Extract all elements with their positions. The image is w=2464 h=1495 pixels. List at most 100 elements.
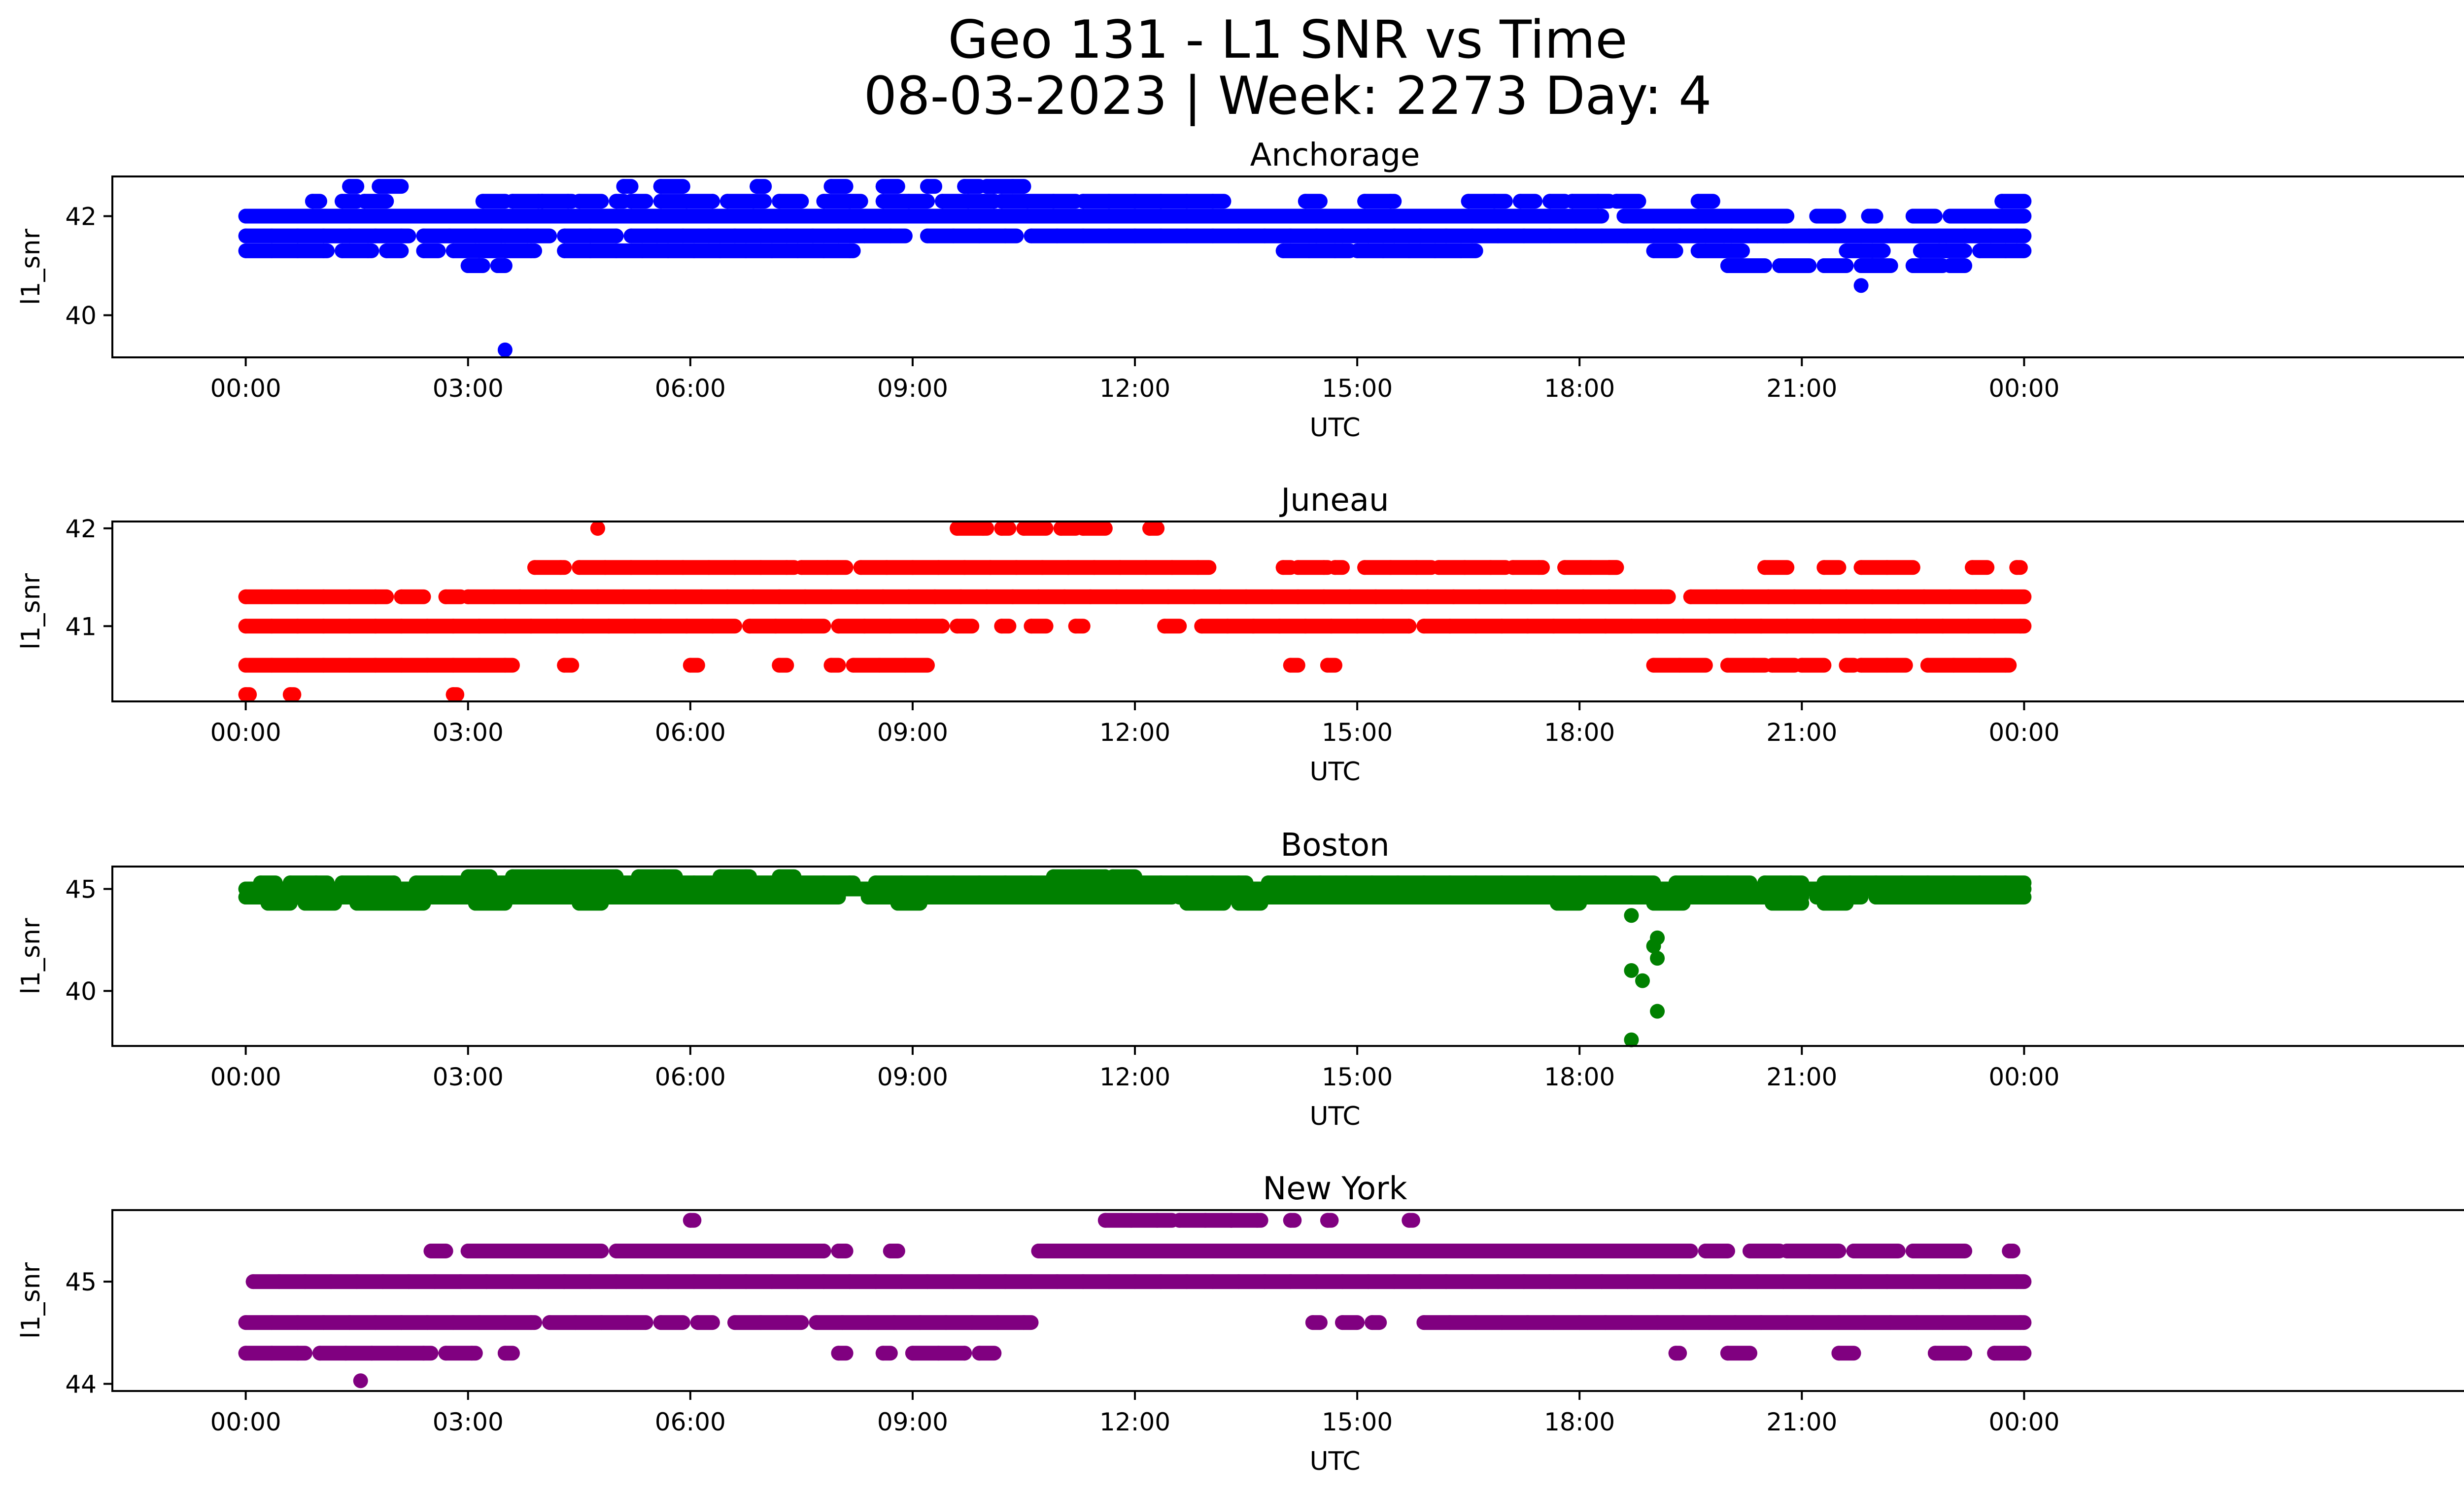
data-point [582,1274,598,1289]
data-point [1880,258,1895,273]
data-point [831,228,846,243]
data-point [816,1243,831,1258]
data-point [1224,1213,1239,1228]
data-point [2013,619,2028,634]
x-tick-label: 03:00 [433,374,504,403]
data-point [523,619,539,634]
data-point [1865,589,1880,604]
data-point [1646,243,1661,258]
subplot-title: Boston [1280,827,1389,864]
data-point [1698,1243,1713,1258]
data-point [875,589,890,604]
data-point [972,228,987,243]
data-point [883,1243,898,1258]
data-point [1283,1274,1298,1289]
data-point [1368,589,1383,604]
data-point [513,589,527,604]
data-point [901,194,917,209]
data-point [1020,194,1035,209]
x-tick-label: 00:00 [1988,374,2059,403]
data-point [1179,1274,1195,1289]
data-point [1994,589,2010,604]
series-points [238,869,2032,1047]
data-point [1468,1315,1483,1330]
data-point-outlier [1650,930,1665,945]
data-point [957,179,972,194]
data-point [1035,560,1050,575]
data-point [1146,209,1161,224]
data-point [1153,194,1168,209]
data-point [472,243,487,258]
data-point [1957,1274,1973,1289]
data-point [1050,1274,1065,1289]
data-point [946,228,961,243]
axes-frame [111,175,2464,358]
data-point [1853,228,1869,243]
data-point [1112,560,1128,575]
data-point [282,687,298,702]
data-point [1250,1213,1265,1228]
data-point [1753,1315,1769,1330]
data-point [957,1346,972,1361]
data-point [1431,209,1446,224]
y-tick-label: 45 [65,1268,97,1296]
x-tick-label: 09:00 [877,718,948,747]
data-point [1050,228,1065,243]
figure-title-line2: 08-03-2023 | Week: 2273 Day: 4 [863,66,1712,126]
data-point [779,1315,794,1330]
data-point [1357,560,1372,575]
data-point [616,589,631,604]
data-point [368,589,383,604]
data-point [1009,560,1024,575]
data-point [1983,228,1998,243]
data-point [238,1315,253,1330]
y-tick-label: 44 [65,1370,97,1398]
data-point [1965,560,1980,575]
data-point [1827,1274,1843,1289]
data-point [1575,589,1591,604]
data-point [1690,890,1706,905]
data-point [1257,1274,1272,1289]
data-point [875,179,890,194]
data-point [1575,1243,1591,1258]
data-point [1587,890,1602,905]
data-point [823,589,839,604]
data-point [1831,1346,1847,1361]
data-point [1494,1315,1509,1330]
data-point [772,589,787,604]
data-point [538,1243,553,1258]
data-point-run [742,619,831,634]
data-point [531,1274,546,1289]
data-point [990,890,1005,905]
data-point [1650,619,1665,634]
data-point [1357,194,1372,209]
data-point [238,228,253,243]
data-point [1594,228,1609,243]
data-point [238,619,253,634]
x-tick-label: 12:00 [1099,718,1170,747]
data-point [623,560,639,575]
data-point [1046,194,1061,209]
data-point [1472,589,1487,604]
data-point [705,209,720,224]
data-point [1024,619,1039,634]
data-point [1668,1346,1683,1361]
data-point [1643,209,1658,224]
data-point [1205,1274,1220,1289]
data-point [1042,890,1058,905]
data-point [712,243,727,258]
data-point [1972,890,1987,905]
data-point [1335,1315,1350,1330]
data-point [1624,619,1639,634]
data-point [1179,194,1195,209]
data-point [905,1346,920,1361]
data-point [1927,1346,1943,1361]
data-point [316,589,331,604]
data-point [901,589,917,604]
data-point [1865,243,1880,258]
data-point [1075,228,1091,243]
data-point [1083,1243,1098,1258]
data-point [238,243,253,258]
data-point-run [238,243,335,258]
x-tick-label: 00:00 [1988,718,2059,747]
